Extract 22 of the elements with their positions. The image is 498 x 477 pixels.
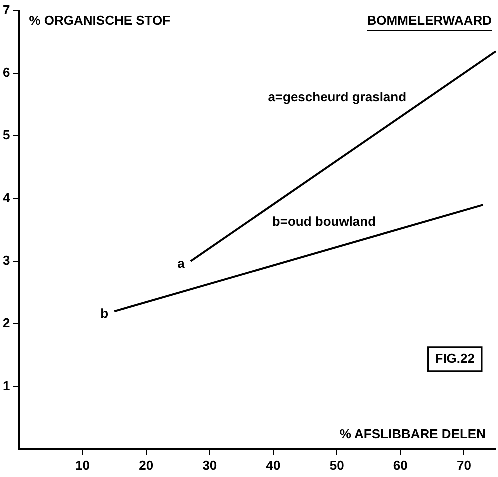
y-tick-label: 4	[2, 190, 11, 206]
y-tick-label: 5	[2, 128, 10, 143]
y-tick-label: 1	[2, 378, 10, 394]
y-tick-label: 2	[2, 316, 10, 331]
x-tick-label: 50	[330, 458, 344, 473]
x-tick-label: 30	[202, 458, 218, 473]
annotation: b	[100, 306, 109, 322]
y-tick-label: 3	[2, 253, 10, 268]
x-tick-label: 40	[266, 458, 281, 473]
annotation: a	[178, 256, 186, 272]
y-axis-title: % ORGANISCHE STOF	[29, 12, 171, 28]
y-tick-label: 6	[2, 65, 10, 80]
x-axis-title: % AFSLIBBARE DELEN	[340, 426, 486, 442]
series-label: a=gescheurd grasland	[268, 89, 407, 104]
annotation: FIG.22	[435, 350, 476, 366]
x-tick-label: 70	[456, 458, 472, 473]
x-tick-label: 10	[76, 458, 90, 473]
x-tick-label: 60	[393, 458, 408, 473]
x-tick-label: 20	[139, 458, 154, 473]
y-tick-label: 7	[2, 2, 10, 18]
chart-title: BOMMELERWAARD	[367, 12, 492, 28]
series-label: b=oud bouwland	[272, 214, 376, 229]
